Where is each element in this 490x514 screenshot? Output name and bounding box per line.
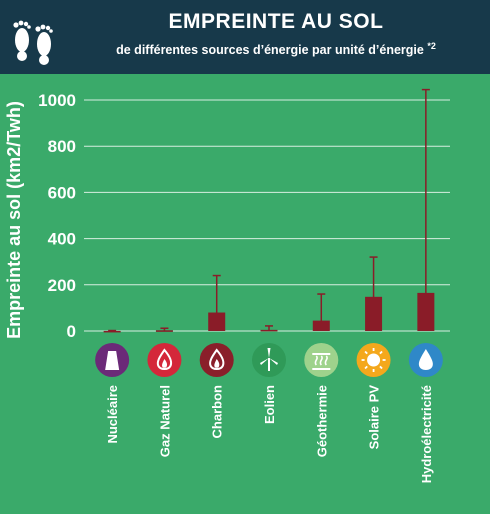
y-tick-label: 600 xyxy=(48,183,76,202)
x-category-label: Nucléaire xyxy=(105,385,120,444)
sun-icon xyxy=(356,343,391,377)
chart-subtitle: de différentes sources d’énergie par uni… xyxy=(62,41,490,57)
y-axis-label: Empreinte au sol (km2/Twh) xyxy=(4,101,24,339)
y-tick-label: 200 xyxy=(48,276,76,295)
bar xyxy=(103,330,121,333)
x-category-label: Hydroélectricité xyxy=(419,385,434,483)
coal-flame-icon xyxy=(199,343,234,377)
x-category-label: Solaire PV xyxy=(367,385,382,450)
water-drop-icon xyxy=(408,343,443,377)
x-category-label: Eolien xyxy=(262,385,277,424)
wind-turbine-icon xyxy=(252,343,286,377)
nuclear-plant-icon xyxy=(95,343,130,377)
y-tick-label: 400 xyxy=(48,230,76,249)
footnote-marker: *2 xyxy=(427,41,436,51)
bar xyxy=(155,330,173,332)
x-category-label: Charbon xyxy=(210,385,225,439)
footprints-icon xyxy=(13,20,53,65)
y-tick-label: 800 xyxy=(48,137,76,156)
x-category-label: Gaz Naturel xyxy=(157,385,172,457)
chart-title: EMPREINTE AU SOL xyxy=(168,10,384,33)
gas-flame-icon xyxy=(147,343,182,377)
geothermal-icon xyxy=(304,343,339,377)
header-banner: EMPREINTE AU SOL de différentes sources … xyxy=(0,0,490,74)
x-category-label: Géothermie xyxy=(314,385,329,457)
y-tick-label: 0 xyxy=(67,322,76,341)
y-tick-label: 1000 xyxy=(38,91,76,110)
subtitle-text: de différentes sources d’énergie par uni… xyxy=(116,43,424,58)
